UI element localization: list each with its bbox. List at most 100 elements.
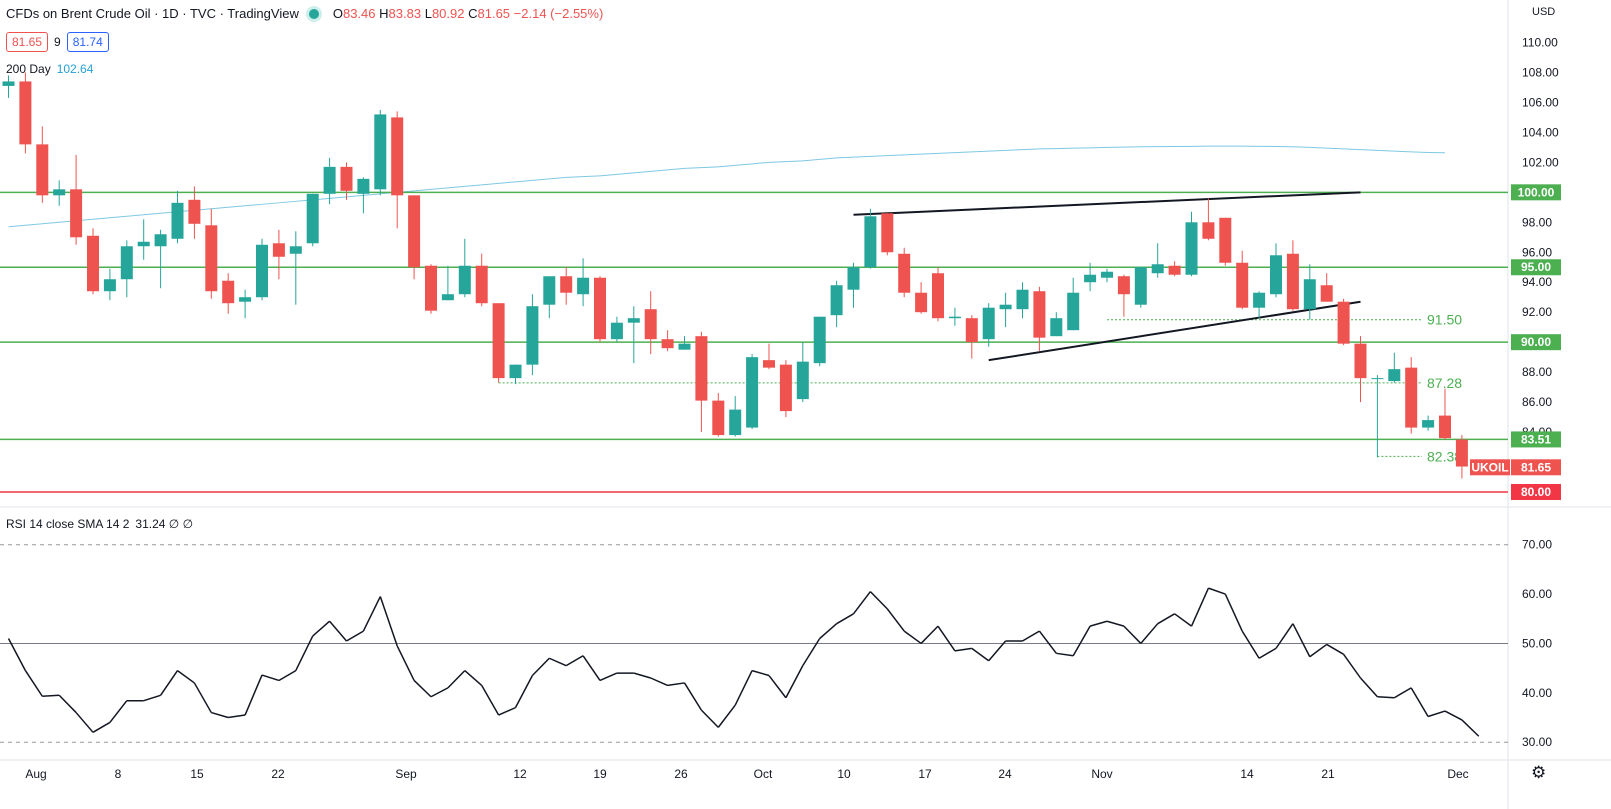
candle-body — [1455, 439, 1468, 467]
trendline — [853, 191, 1361, 216]
level-price-label: 100.00 — [1518, 185, 1555, 199]
rsi-tick-label: 50.00 — [1522, 636, 1552, 650]
ma200-segment — [1022, 148, 1040, 151]
bid-price-button[interactable]: 81.65 — [6, 32, 49, 52]
ma200-segment — [904, 153, 922, 156]
time-tick-label: 10 — [837, 767, 851, 781]
candle-body — [965, 318, 978, 343]
ma200-segment — [1326, 147, 1344, 150]
candle-body — [239, 297, 252, 302]
ma200-segment — [211, 206, 229, 210]
candle-body — [374, 114, 387, 190]
candle-body — [205, 225, 218, 292]
candle-body — [154, 234, 167, 247]
rsi-segment — [1258, 647, 1277, 659]
ma200-segment — [802, 158, 820, 162]
rsi-segment — [667, 682, 685, 687]
candle-body — [53, 189, 66, 196]
ma200-segment — [887, 154, 905, 157]
level-price-badge — [1511, 259, 1561, 276]
ma200-segment — [819, 157, 837, 160]
ma200-segment — [701, 166, 719, 169]
time-tick-label: Aug — [25, 767, 46, 781]
ma200-segment — [768, 161, 786, 163]
rsi-segment — [379, 596, 398, 647]
rsi-tick-label: 40.00 — [1522, 686, 1552, 700]
ma200-segment — [447, 185, 465, 189]
rsi-segment — [785, 665, 804, 699]
time-tick-label: 17 — [918, 767, 932, 781]
rsi-value: 31.24 — [135, 517, 166, 531]
ma200-segment — [498, 181, 516, 184]
candle-body — [1202, 222, 1215, 239]
candle-body — [999, 304, 1012, 310]
time-tick-label: 22 — [271, 767, 285, 781]
ma200-segment — [718, 164, 736, 168]
price-tick-label: 102.00 — [1522, 155, 1559, 169]
rsi-segment — [1410, 687, 1429, 717]
candle-body — [188, 199, 201, 224]
ma200-segment — [92, 217, 110, 220]
price-tick-label: 94.00 — [1522, 275, 1552, 289]
chart-header: CFDs on Brent Crude Oil · 1D · TVC · Tra… — [6, 6, 603, 21]
time-tick-label: Oct — [754, 767, 773, 781]
candle-body — [1117, 276, 1130, 295]
rsi-legend[interactable]: RSI 14 close SMA 14 2 31.24 ∅ ∅ — [6, 517, 193, 531]
settings-gear-icon[interactable]: ⚙ — [1531, 763, 1547, 782]
candle-body — [1371, 378, 1384, 380]
rsi-segment — [177, 669, 195, 684]
candle-body — [543, 276, 556, 305]
price-tick-label: 92.00 — [1522, 305, 1552, 319]
rsi-segment — [143, 694, 161, 702]
ma200-segment — [853, 155, 871, 158]
candle-body — [19, 81, 32, 145]
rsi-segment — [734, 670, 753, 706]
ma200-segment — [1343, 148, 1361, 151]
candle-body — [695, 336, 708, 401]
rsi-segment — [92, 721, 111, 733]
dotted-level-label: 87.28 — [1427, 375, 1462, 391]
candle-body — [103, 279, 116, 292]
spread-value: 9 — [54, 35, 61, 49]
rsi-segment — [278, 669, 297, 682]
candle-body — [458, 265, 471, 295]
rsi-segment — [1056, 652, 1074, 657]
ma200-segment — [684, 167, 702, 169]
candle-body — [1168, 265, 1181, 275]
rsi-tick-label: 60.00 — [1522, 587, 1552, 601]
price-tick-label: 96.00 — [1522, 245, 1552, 259]
candle-body — [289, 246, 302, 254]
time-tick-label: Nov — [1091, 767, 1112, 781]
rsi-segment — [1089, 620, 1108, 627]
rsi-segment — [346, 630, 364, 642]
dotted-level-label: 91.50 — [1427, 312, 1462, 328]
rsi-segment — [7, 638, 27, 671]
ask-price-button[interactable]: 81.74 — [66, 32, 109, 52]
candle-body — [408, 195, 421, 268]
ma200-segment — [583, 175, 601, 178]
rsi-segment — [852, 591, 871, 615]
ma200-segment — [464, 184, 482, 187]
ma200-segment — [329, 196, 347, 199]
rsi-segment — [1241, 630, 1260, 659]
candle-body — [340, 166, 353, 191]
ma200-segment — [126, 214, 144, 217]
time-tick-label: 21 — [1321, 767, 1335, 781]
rsi-segment — [1292, 623, 1311, 658]
ma200-segment — [278, 200, 296, 204]
rsi-segment — [802, 638, 821, 667]
candle-body — [881, 213, 894, 253]
candle-body — [425, 265, 437, 311]
ma-legend[interactable]: 200 Day 102.64 — [6, 62, 93, 76]
candle-body — [306, 193, 319, 244]
candle-body — [560, 276, 573, 293]
candle-body — [830, 285, 843, 316]
candle-body — [610, 322, 623, 340]
ma-value: 102.64 — [56, 62, 94, 76]
price-tick-label: 108.00 — [1522, 65, 1559, 79]
candle-body — [1286, 253, 1299, 310]
price-tick-label: 86.00 — [1522, 395, 1552, 409]
candle-body — [1033, 291, 1046, 338]
